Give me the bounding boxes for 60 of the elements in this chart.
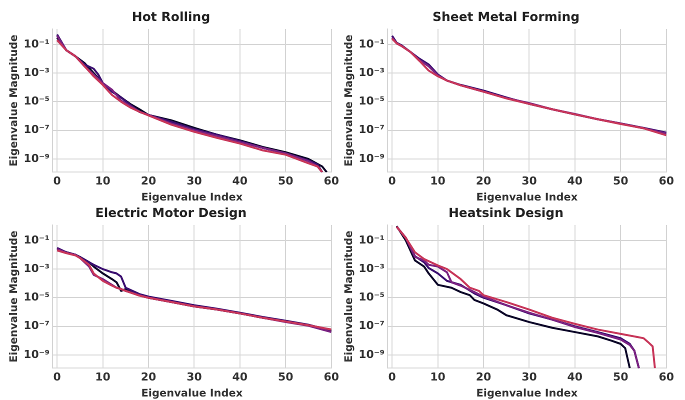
chart-title: Heatsink Design <box>448 204 564 220</box>
y-axis-title: Eigenvalue Magnitude <box>343 34 356 167</box>
y-tick-label: 10⁻³ <box>24 66 50 79</box>
x-tick-label: 60 <box>658 174 674 188</box>
x-tick-label: 20 <box>476 370 492 384</box>
x-tick-label: 60 <box>324 174 340 188</box>
x-tick-label: 0 <box>388 370 396 384</box>
x-axis-title: Eigenvalue Index <box>476 191 578 204</box>
chart-title: Sheet Metal Forming <box>432 8 580 24</box>
y-tick-label: 10⁻⁵ <box>358 94 385 108</box>
x-tick-label: 0 <box>388 174 396 188</box>
x-tick-label: 60 <box>324 370 340 384</box>
y-tick-label: 10⁻¹ <box>24 233 50 246</box>
x-tick-label: 20 <box>476 174 492 188</box>
y-tick-label: 10⁻³ <box>24 262 50 275</box>
y-tick-label: 10⁻⁷ <box>358 319 385 332</box>
x-tick-label: 50 <box>612 370 629 384</box>
x-tick-label: 60 <box>658 370 674 384</box>
x-tick-label: 20 <box>140 370 157 384</box>
x-tick-label: 10 <box>430 370 446 384</box>
y-axis-title: Eigenvalue Magnitude <box>8 230 20 363</box>
y-tick-label: 10⁻¹ <box>358 233 385 246</box>
x-tick-label: 0 <box>53 370 62 384</box>
x-tick-label: 30 <box>186 370 202 384</box>
chart-title: Electric Motor Design <box>95 204 247 220</box>
x-tick-label: 30 <box>522 174 538 188</box>
y-axis-title: Eigenvalue Magnitude <box>8 34 20 167</box>
y-tick-label: 10⁻⁷ <box>358 123 385 136</box>
x-tick-label: 30 <box>522 370 538 384</box>
x-tick-label: 40 <box>232 174 248 188</box>
x-tick-label: 0 <box>53 174 62 188</box>
y-tick-label: 10⁻⁵ <box>358 290 385 304</box>
x-tick-label: 50 <box>278 370 294 384</box>
x-tick-label: 50 <box>278 174 294 188</box>
x-tick-label: 50 <box>612 174 629 188</box>
y-tick-label: 10⁻³ <box>358 262 385 275</box>
y-tick-label: 10⁻⁹ <box>358 152 385 165</box>
x-tick-label: 40 <box>232 370 248 384</box>
y-tick-label: 10⁻⁹ <box>24 152 50 165</box>
y-tick-label: 10⁻¹ <box>358 37 385 50</box>
x-tick-label: 10 <box>430 174 446 188</box>
y-tick-label: 10⁻¹ <box>24 37 50 50</box>
x-axis-title: Eigenvalue Index <box>476 387 578 400</box>
y-tick-label: 10⁻⁹ <box>24 348 50 361</box>
x-axis-title: Eigenvalue Index <box>141 387 243 400</box>
y-tick-label: 10⁻⁷ <box>24 319 50 332</box>
x-tick-label: 30 <box>186 174 202 188</box>
x-tick-label: 40 <box>567 174 583 188</box>
x-tick-label: 10 <box>95 370 111 384</box>
x-axis-title: Eigenvalue Index <box>141 191 243 204</box>
y-tick-label: 10⁻⁵ <box>24 94 50 108</box>
x-tick-label: 10 <box>95 174 111 188</box>
chart-title: Hot Rolling <box>132 8 210 24</box>
y-tick-label: 10⁻⁹ <box>358 348 385 361</box>
y-axis-title: Eigenvalue Magnitude <box>343 230 356 363</box>
x-tick-label: 20 <box>140 174 157 188</box>
y-tick-label: 10⁻⁷ <box>24 123 50 136</box>
y-tick-label: 10⁻³ <box>358 66 385 79</box>
y-tick-label: 10⁻⁵ <box>24 290 50 304</box>
x-tick-label: 40 <box>567 370 583 384</box>
